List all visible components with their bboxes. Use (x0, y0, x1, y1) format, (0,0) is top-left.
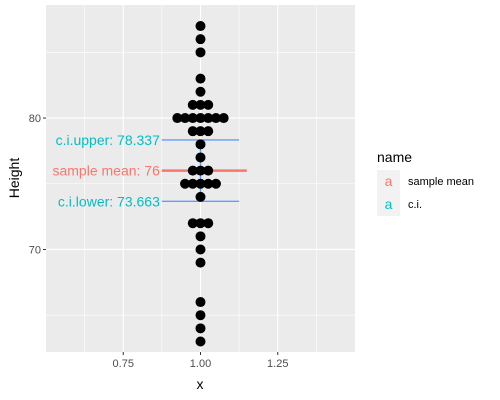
data-point (210, 113, 221, 124)
data-point (195, 257, 206, 268)
data-point (195, 113, 206, 124)
x-tick-label: 1.00 (190, 358, 211, 370)
data-point (172, 113, 183, 124)
line-annotation: c.i.upper: 78.337 (56, 132, 161, 148)
x-axis-ticks: 0.75 1.00 1.25 (113, 352, 288, 370)
data-point (195, 34, 206, 45)
legend-entries: a sample mean a c.i. (377, 170, 474, 216)
data-point (180, 113, 191, 124)
data-point (195, 86, 206, 97)
legend-key (377, 170, 400, 193)
data-point (195, 231, 206, 242)
data-point (187, 178, 198, 189)
data-point (195, 336, 206, 347)
data-point (195, 21, 206, 32)
data-point (195, 191, 206, 202)
data-point (195, 99, 206, 110)
y-tick-label: 70 (29, 244, 41, 256)
legend-label: c.i. (408, 199, 422, 211)
data-point (180, 178, 191, 189)
data-point (203, 165, 214, 176)
data-points (172, 21, 229, 347)
x-tick-label: 1.25 (267, 358, 288, 370)
legend-key-glyph: a (385, 196, 393, 212)
legend-key-glyph: a (385, 173, 393, 189)
line-annotations: c.i.upper: 78.337 sample mean: 76 c.i.lowe… (52, 132, 160, 209)
data-point (195, 297, 206, 308)
data-point (195, 126, 206, 137)
data-point (195, 73, 206, 84)
data-point (210, 178, 221, 189)
data-point (195, 152, 206, 163)
data-point (195, 218, 206, 229)
y-axis-title: Height (6, 158, 22, 199)
data-point (218, 113, 229, 124)
data-point (187, 218, 198, 229)
legend-label: sample mean (408, 176, 474, 188)
y-axis-ticks: 70 80 (29, 113, 46, 256)
y-tick-label: 80 (29, 113, 41, 125)
line-annotation: sample mean: 76 (52, 163, 160, 179)
data-point (187, 165, 198, 176)
data-point (203, 126, 214, 137)
data-point (195, 310, 206, 321)
data-point (203, 178, 214, 189)
data-point (187, 99, 198, 110)
data-point (203, 113, 214, 124)
data-point (195, 244, 206, 255)
legend: name a sample mean a c.i. (377, 149, 474, 216)
data-point (187, 113, 198, 124)
data-point (195, 139, 206, 150)
data-point (195, 47, 206, 58)
data-point (203, 218, 214, 229)
data-point (187, 126, 198, 137)
data-point (195, 178, 206, 189)
legend-title: name (377, 149, 412, 165)
data-point (195, 323, 206, 334)
x-axis-title: x (197, 376, 204, 392)
data-point (195, 165, 206, 176)
data-point (203, 99, 214, 110)
x-tick-label: 0.75 (113, 358, 134, 370)
line-annotation: c.i.lower: 73.663 (58, 193, 160, 209)
legend-key (377, 193, 400, 216)
